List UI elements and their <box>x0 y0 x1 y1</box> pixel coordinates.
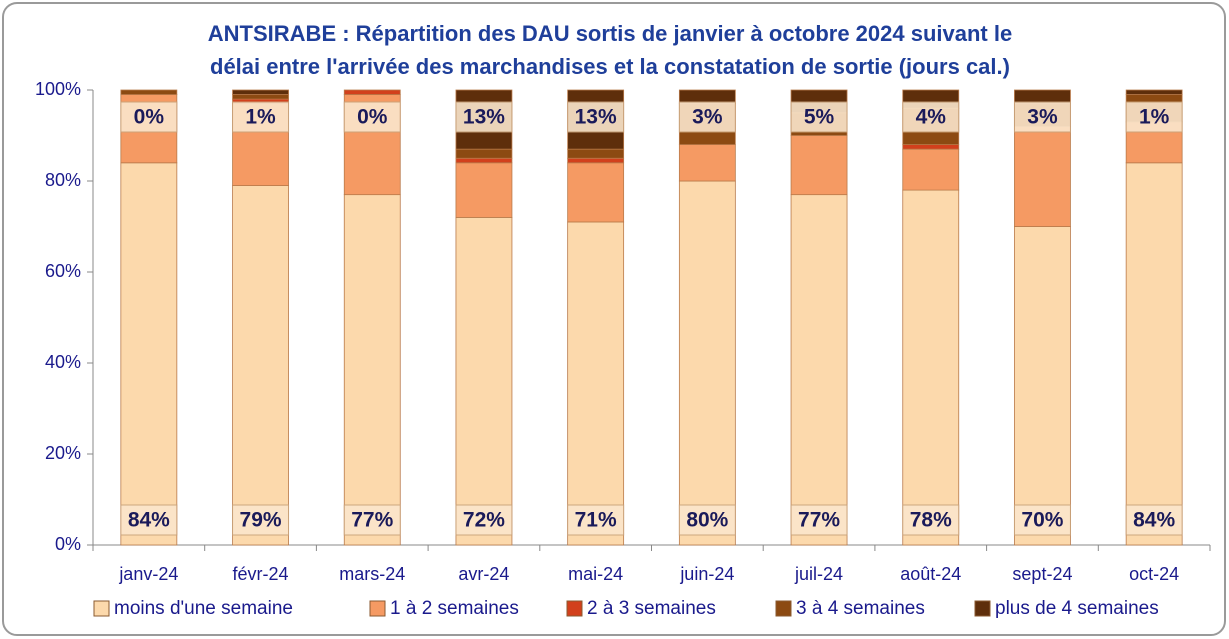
bar-segment <box>678 144 736 182</box>
x-tick-label: mars-24 <box>339 564 405 584</box>
label-box <box>567 504 625 536</box>
value-label: 13% <box>575 106 617 129</box>
label-box <box>790 101 848 133</box>
label-box <box>343 504 401 536</box>
label-box <box>455 504 513 536</box>
y-tick-label: 60% <box>45 261 81 281</box>
value-label: 77% <box>351 509 393 532</box>
chart-title: ANTSIRABE : Répartition des DAU sortis d… <box>208 21 1012 46</box>
label-box <box>902 101 960 133</box>
bar-segment <box>232 94 289 100</box>
legend-label: plus de 4 semaines <box>995 598 1159 619</box>
value-label: 4% <box>916 106 947 129</box>
bar-segment <box>902 189 960 546</box>
bar-segment <box>902 148 960 191</box>
legend-label: moins d'une semaine <box>114 598 293 619</box>
bar-segment <box>1014 126 1071 227</box>
y-tick-label: 40% <box>45 352 81 372</box>
label-box <box>1013 504 1071 536</box>
bar-segment <box>1125 162 1183 546</box>
value-label: 3% <box>1027 106 1058 129</box>
label-box <box>455 101 513 133</box>
value-label: 78% <box>910 509 952 532</box>
y-tick-label: 100% <box>35 79 81 99</box>
value-label: 3% <box>692 106 723 129</box>
y-tick-label: 0% <box>55 534 81 554</box>
label-box <box>678 504 736 536</box>
value-label: 1% <box>245 106 276 129</box>
x-tick-label: janv-24 <box>118 564 178 584</box>
value-label: 77% <box>798 509 840 532</box>
bar-segment <box>567 148 625 159</box>
label-box <box>1013 101 1071 133</box>
legend-swatch <box>974 600 991 617</box>
value-label: 80% <box>686 509 728 532</box>
value-label: 84% <box>1133 509 1175 532</box>
legend-label: 2 à 3 semaines <box>587 598 716 619</box>
x-tick-label: avr-24 <box>458 564 509 584</box>
value-label: 72% <box>463 509 505 532</box>
bar-segment <box>567 162 625 223</box>
x-tick-label: oct-24 <box>1129 564 1179 584</box>
value-label: 1% <box>1139 106 1170 129</box>
value-label: 13% <box>463 106 505 129</box>
bar-segment <box>455 157 513 164</box>
bar-segment <box>343 194 401 546</box>
legend-label: 1 à 2 semaines <box>390 598 519 619</box>
bar-segment <box>790 135 848 196</box>
legend-swatch <box>369 600 386 617</box>
bar-segment <box>120 89 178 95</box>
legend-swatch <box>566 600 583 617</box>
bar-segment <box>455 162 513 218</box>
y-tick-label: 20% <box>45 443 81 463</box>
legend-swatch <box>93 600 110 617</box>
value-label: 70% <box>1021 509 1063 532</box>
legend-swatch <box>775 600 792 617</box>
value-label: 84% <box>128 509 170 532</box>
label-box <box>902 504 960 536</box>
bar-segment <box>790 194 848 546</box>
bar-segment <box>1014 226 1071 546</box>
bar-segment <box>678 180 736 546</box>
bar-segment <box>567 157 625 164</box>
x-tick-label: août-24 <box>900 564 961 584</box>
bar-segment <box>232 89 289 95</box>
bar-segment <box>232 185 289 546</box>
bar-segment <box>455 148 513 159</box>
x-tick-label: juin-24 <box>679 564 734 584</box>
label-box <box>790 504 848 536</box>
x-tick-label: mai-24 <box>568 564 623 584</box>
bar-segment <box>567 221 625 546</box>
label-box <box>567 101 625 133</box>
label-box <box>120 101 178 133</box>
bar-segment <box>902 144 960 150</box>
value-label: 0% <box>134 106 165 129</box>
label-box <box>678 101 736 133</box>
label-box <box>120 504 178 536</box>
label-box <box>343 101 401 133</box>
bar-segment <box>455 216 513 546</box>
label-box <box>1125 504 1183 536</box>
value-label: 0% <box>357 106 388 129</box>
label-box <box>232 101 290 133</box>
x-tick-label: sept-24 <box>1012 564 1072 584</box>
x-tick-label: juil-24 <box>794 564 843 584</box>
value-label: 79% <box>240 509 282 532</box>
legend-label: 3 à 4 semaines <box>796 598 925 619</box>
bar-segment <box>1125 89 1183 95</box>
label-box <box>232 504 290 536</box>
label-box <box>1125 101 1183 133</box>
y-tick-label: 80% <box>45 170 81 190</box>
x-tick-label: févr-24 <box>233 564 289 584</box>
bar-segment <box>343 89 401 95</box>
value-label: 71% <box>575 509 617 532</box>
value-label: 5% <box>804 106 835 129</box>
bar-segment <box>120 162 178 546</box>
chart-title: délai entre l'arrivée des marchandises e… <box>210 54 1010 79</box>
